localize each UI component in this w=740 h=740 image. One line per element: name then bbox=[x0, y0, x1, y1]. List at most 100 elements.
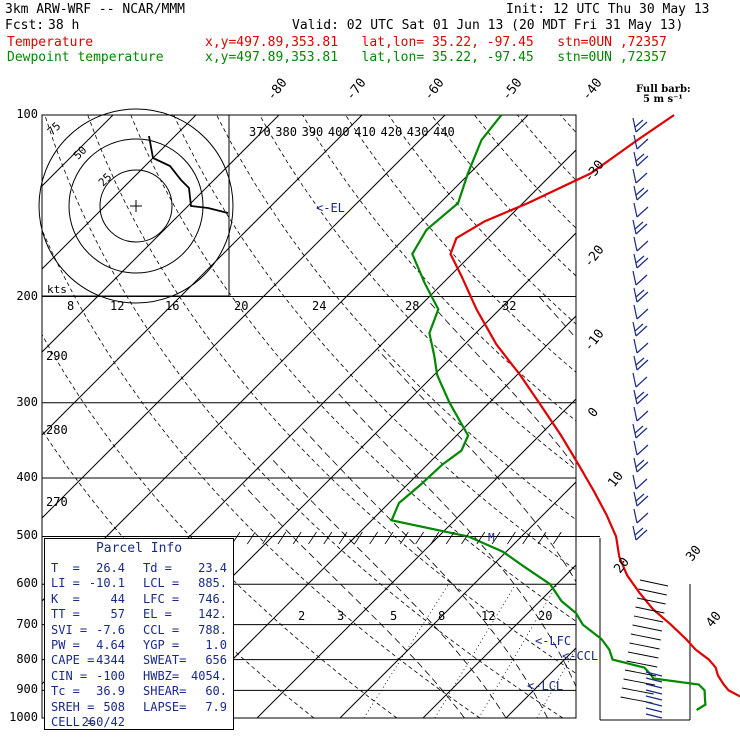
wind-barb bbox=[632, 219, 648, 235]
isotherm-label: 0 bbox=[585, 405, 602, 420]
slant-tick bbox=[262, 531, 271, 545]
isotherm-label: -60 bbox=[421, 76, 447, 104]
parcel-param: SWEAT= bbox=[143, 653, 187, 668]
parcel-value: 4344 bbox=[96, 653, 125, 668]
moist-adiabat bbox=[301, 427, 548, 718]
wind-barb bbox=[632, 321, 648, 337]
hodograph-trace bbox=[148, 135, 229, 214]
pressure-label: 900 bbox=[16, 682, 38, 697]
wind-barb bbox=[623, 678, 655, 686]
slant-tick bbox=[537, 531, 547, 545]
isotherm-line bbox=[42, 115, 363, 436]
isotherm-line bbox=[42, 115, 446, 519]
parcel-value: 788. bbox=[198, 622, 227, 637]
moist-adiabat bbox=[270, 457, 507, 718]
dry-adiabat-lines bbox=[42, 115, 740, 718]
wind-barb bbox=[633, 236, 649, 252]
slant-tick bbox=[292, 531, 302, 545]
pressure-label: 400 bbox=[16, 470, 38, 485]
wind-barb bbox=[633, 151, 649, 167]
wind-barb bbox=[645, 689, 663, 695]
dry-adiabat bbox=[216, 115, 576, 521]
slant-tick bbox=[277, 531, 287, 545]
parcel-param: SVI = bbox=[51, 622, 88, 637]
slant-tick bbox=[369, 531, 379, 545]
mixing-ratio-label: 3 bbox=[337, 609, 344, 623]
wind-barb bbox=[633, 389, 649, 405]
moist-adiabat bbox=[338, 393, 576, 688]
parcel-info-panel: Parcel Info T = 26.4 Td = 23.4 LI = -10.1 LCL … bbox=[44, 538, 234, 730]
hodograph: kts 25 50 75 bbox=[38, 108, 234, 304]
theta-label: 290 bbox=[46, 349, 68, 363]
dry-adiabat bbox=[603, 115, 740, 718]
slant-tick bbox=[354, 531, 363, 545]
model-title: 3km ARW-WRF -- NCAR/MMM bbox=[5, 2, 186, 17]
isotherm-lines bbox=[42, 115, 740, 718]
slant-tick bbox=[246, 531, 256, 545]
wind-barb bbox=[626, 660, 658, 668]
parcel-value: 23.4 bbox=[198, 561, 227, 575]
level-marker: M bbox=[488, 531, 495, 544]
mixing-ratio-label: 2 bbox=[298, 609, 305, 623]
level-annotation: <-CCL bbox=[562, 649, 598, 663]
valid-time: Valid: 02 UTC Sat 01 Jun 13 (20 MDT Fri … bbox=[292, 18, 684, 33]
isotherm-line bbox=[42, 115, 529, 602]
wind-barb bbox=[639, 579, 669, 587]
parcel-param: TT = bbox=[51, 607, 80, 622]
parcel-value: 142. bbox=[198, 607, 227, 622]
mixing-ratio-label: 24 bbox=[312, 299, 326, 313]
wind-barb bbox=[627, 651, 659, 659]
plot-frame bbox=[41, 114, 691, 721]
dry-adiabat bbox=[42, 228, 481, 718]
profile-curves bbox=[390, 114, 740, 711]
parcel-value: 508 bbox=[103, 699, 125, 714]
dewpoint-curve bbox=[390, 114, 707, 711]
temperature-curve bbox=[449, 114, 740, 698]
mixing-ratio-label: 32 bbox=[502, 299, 516, 313]
parcel-param: PW = bbox=[51, 638, 80, 652]
theta-label: 380 bbox=[275, 125, 297, 139]
dry-adiabat bbox=[345, 115, 576, 373]
mixing-ratio-label: 16 bbox=[165, 299, 179, 313]
moist-adiabat bbox=[671, 297, 740, 719]
slant-tick bbox=[430, 531, 440, 545]
level-annotation: <-LCL bbox=[527, 679, 563, 693]
hodograph-ring-label: 25 bbox=[96, 171, 115, 190]
wind-barb bbox=[633, 440, 649, 456]
pressure-label: 800 bbox=[16, 651, 38, 666]
slant-tick bbox=[323, 531, 333, 545]
parcel-value: 26.4 bbox=[96, 561, 125, 575]
mixing-ratio-label: 20 bbox=[234, 299, 248, 313]
dry-adiabat bbox=[732, 115, 740, 718]
isotherm-label: 40 bbox=[703, 609, 724, 631]
pressure-label: 700 bbox=[16, 616, 38, 631]
wind-barb bbox=[645, 701, 663, 707]
wind-barb bbox=[632, 525, 648, 541]
dry-adiabat bbox=[388, 115, 576, 325]
dry-adiabat bbox=[130, 115, 576, 622]
theta-label: 400 bbox=[328, 125, 350, 139]
level-annotation: <-EL bbox=[316, 201, 345, 215]
forecast-hour: 38 h bbox=[48, 18, 80, 33]
isotherm-line bbox=[672, 115, 740, 718]
parcel-value: -7.6 bbox=[96, 622, 125, 637]
parcel-param: CCL = bbox=[143, 622, 180, 637]
legend-dewpoint: Dewpoint temperature bbox=[7, 50, 164, 65]
parcel-value: 885. bbox=[198, 576, 227, 591]
slant-tick bbox=[461, 531, 470, 545]
wind-legend-title: Full barb: bbox=[636, 84, 691, 95]
parcel-info-title: Parcel Info bbox=[95, 541, 183, 556]
isotherm-label: 10 bbox=[605, 469, 626, 491]
wind-barb bbox=[638, 588, 667, 596]
theta-label: 370 bbox=[249, 125, 271, 139]
mixing-ratio-line bbox=[434, 584, 516, 718]
theta-label: 430 bbox=[407, 125, 429, 139]
isotherm-line bbox=[42, 115, 280, 353]
slant-tick bbox=[384, 531, 394, 545]
wind-barb bbox=[635, 606, 665, 614]
dry-adiabat bbox=[259, 115, 576, 471]
wind-barb bbox=[645, 695, 663, 701]
wind-barb bbox=[633, 508, 649, 524]
parcel-param: CELL = bbox=[51, 715, 95, 729]
